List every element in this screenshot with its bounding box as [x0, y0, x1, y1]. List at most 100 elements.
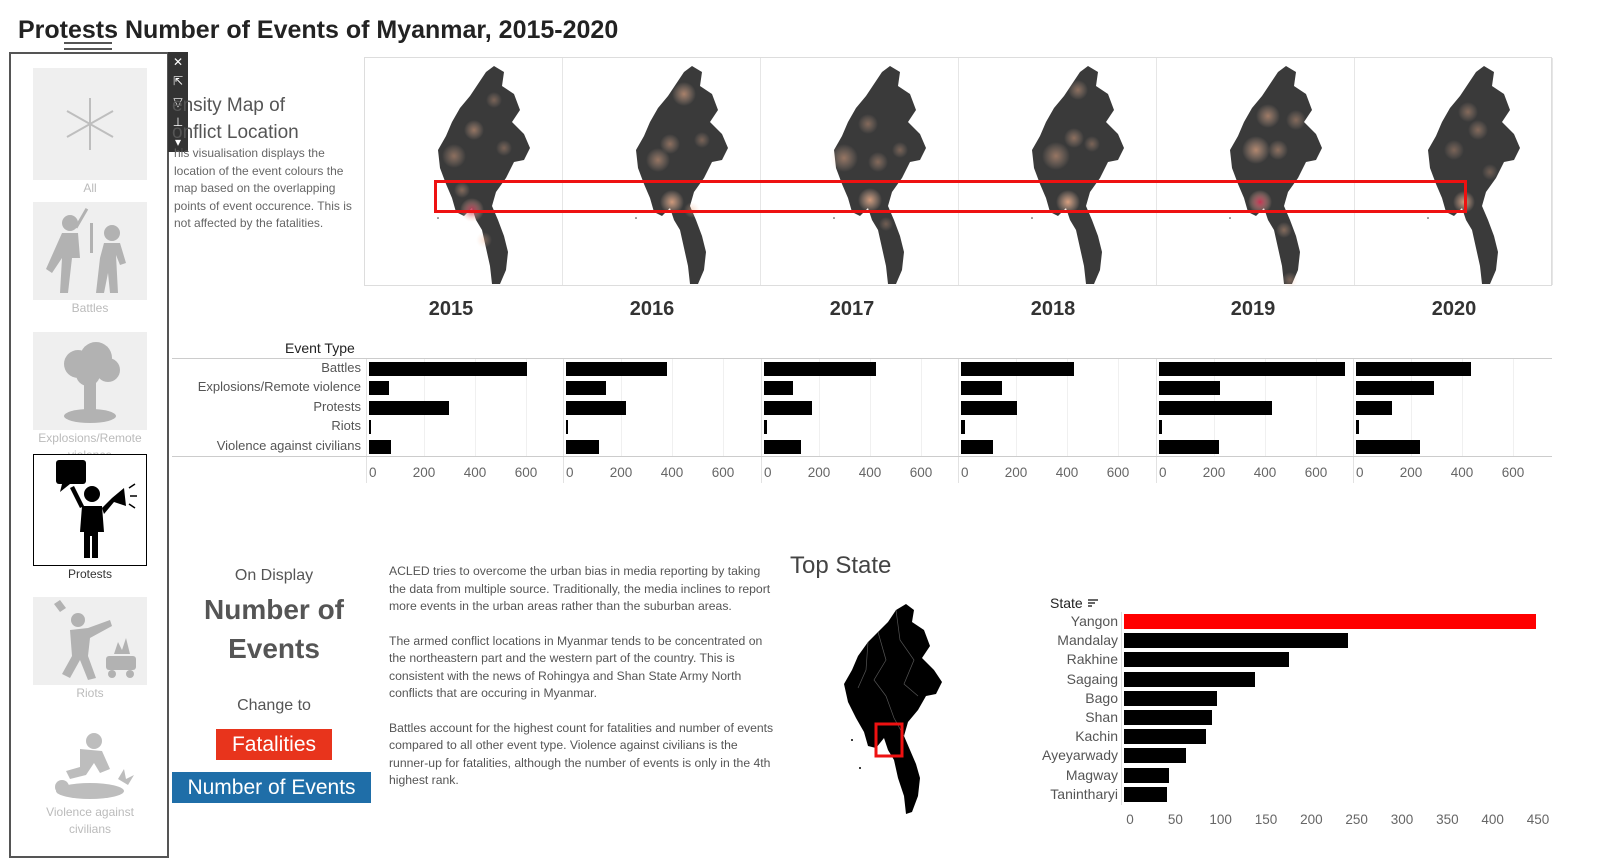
- battles-icon: [46, 207, 126, 293]
- event-type-label: Explosions/Remote violence: [197, 379, 361, 394]
- x-tick-label: 600: [711, 465, 735, 480]
- event-bar[interactable]: [566, 440, 600, 454]
- number-of-events-button[interactable]: Number of Events: [172, 772, 371, 803]
- gridline: [526, 359, 527, 456]
- filter-icon[interactable]: ▽: [173, 95, 183, 109]
- event-bar[interactable]: [369, 381, 390, 395]
- x-tick-label: 0: [961, 465, 969, 480]
- event-bar[interactable]: [369, 440, 392, 454]
- state-bar[interactable]: [1124, 671, 1255, 687]
- filter-item-violence-civilians[interactable]: Violence against civilians: [33, 728, 147, 838]
- year-label: 2016: [629, 298, 675, 320]
- x-tick-label: 600: [1106, 465, 1130, 480]
- event-bar[interactable]: [764, 381, 794, 395]
- filter-item-explosions[interactable]: Explosions/Remote violence: [33, 332, 147, 464]
- close-icon[interactable]: ✕: [172, 55, 184, 69]
- event-bar[interactable]: [961, 420, 965, 434]
- event-bar[interactable]: [1356, 381, 1434, 395]
- state-x-tick-label: 300: [1390, 812, 1414, 827]
- fatalities-button[interactable]: Fatalities: [216, 729, 332, 760]
- myanmar-map-icon: [437, 66, 530, 284]
- state-bar[interactable]: [1124, 710, 1213, 725]
- state-bar[interactable]: [1124, 690, 1217, 706]
- panel-drag-handle[interactable]: [64, 42, 112, 50]
- filter-item-protests[interactable]: Protests: [33, 454, 147, 583]
- event-bar[interactable]: [764, 401, 813, 415]
- state-bar[interactable]: [1124, 633, 1348, 649]
- state-bar[interactable]: [1124, 767, 1170, 783]
- x-tick-label: 0: [369, 465, 377, 480]
- event-chart-bottom-border: [172, 456, 1552, 457]
- event-x-axis: 0 200 400 600: [761, 457, 958, 483]
- event-bar[interactable]: [1356, 401, 1392, 415]
- filter-item-riots[interactable]: Riots: [33, 597, 147, 702]
- state-header[interactable]: State: [1050, 595, 1099, 611]
- year-label: 2020: [1431, 298, 1477, 320]
- event-bar[interactable]: [1356, 420, 1359, 434]
- x-tick-label: 600: [909, 465, 933, 480]
- event-bar[interactable]: [764, 440, 801, 454]
- event-bar-panel-2016: [563, 359, 760, 456]
- state-bar[interactable]: [1124, 652, 1289, 668]
- page-title: Protests Number of Events of Myanmar, 20…: [18, 16, 619, 44]
- filter-label-battles: Battles: [71, 301, 109, 315]
- density-map-2020[interactable]: [1355, 58, 1553, 285]
- event-bar[interactable]: [566, 381, 606, 395]
- dropdown-icon[interactable]: ▾: [174, 135, 182, 149]
- filter-item-battles[interactable]: Battles: [33, 202, 147, 317]
- state-bar[interactable]: [1124, 748, 1186, 764]
- event-bar[interactable]: [1356, 440, 1420, 454]
- state-x-tick-label: 450: [1526, 812, 1550, 827]
- density-map-2018[interactable]: [959, 58, 1157, 285]
- filter-item-all[interactable]: All: [33, 68, 147, 197]
- top-state-title: Top State: [790, 552, 892, 579]
- event-bar[interactable]: [764, 420, 768, 434]
- event-bar[interactable]: [566, 401, 626, 415]
- density-map-2016[interactable]: [563, 58, 761, 285]
- event-bar[interactable]: [1356, 362, 1471, 376]
- myanmar-map-icon: [1031, 66, 1124, 284]
- event-bar[interactable]: [1159, 401, 1273, 415]
- density-map-2019[interactable]: [1157, 58, 1355, 288]
- top-state-map: [844, 604, 942, 814]
- event-bar[interactable]: [961, 381, 1002, 395]
- myanmar-map-icon: [635, 66, 728, 284]
- event-bar[interactable]: [764, 362, 877, 376]
- sort-icon[interactable]: [1087, 598, 1099, 608]
- event-bar[interactable]: [369, 420, 372, 434]
- state-bar[interactable]: [1124, 614, 1536, 629]
- notes: ACLED tries to overcome the urban bias i…: [389, 563, 779, 807]
- event-bar[interactable]: [369, 401, 450, 415]
- state-x-tick-label: 200: [1300, 812, 1323, 827]
- on-display-label: On Display: [234, 567, 314, 584]
- panel-toolbar: ✕ ⇱ ▽ ⊥ ▾: [168, 52, 188, 152]
- event-bar[interactable]: [1159, 381, 1221, 395]
- event-bar[interactable]: [961, 362, 1075, 376]
- state-bar[interactable]: [1124, 786, 1167, 802]
- state-bar[interactable]: [1124, 729, 1207, 745]
- density-map-2015[interactable]: [365, 58, 563, 285]
- event-bar[interactable]: [566, 420, 568, 434]
- year-label: 2019: [1230, 298, 1276, 320]
- event-bar[interactable]: [961, 440, 993, 454]
- event-chart-top-border: [172, 358, 1552, 359]
- pin-icon[interactable]: ⊥: [172, 115, 184, 129]
- x-tick-label: 400: [660, 465, 684, 480]
- event-bar[interactable]: [1159, 420, 1163, 434]
- event-type-label: Battles: [321, 360, 361, 375]
- event-bar[interactable]: [566, 362, 667, 376]
- event-bar[interactable]: [961, 401, 1018, 415]
- gridline: [1411, 359, 1412, 456]
- event-bar[interactable]: [369, 362, 528, 376]
- yangon-map-highlight: [874, 722, 904, 758]
- x-tick-label: 400: [858, 465, 882, 480]
- popout-icon[interactable]: ⇱: [172, 74, 184, 88]
- state-label: Bago: [1085, 689, 1118, 706]
- gridline: [921, 359, 922, 456]
- event-x-axis: 0 200 400 600: [1156, 457, 1353, 483]
- event-bar[interactable]: [1159, 440, 1219, 454]
- density-map-2017[interactable]: [761, 58, 959, 285]
- gridline: [475, 359, 476, 456]
- year-label: 2017: [829, 298, 875, 320]
- event-bar[interactable]: [1159, 362, 1346, 376]
